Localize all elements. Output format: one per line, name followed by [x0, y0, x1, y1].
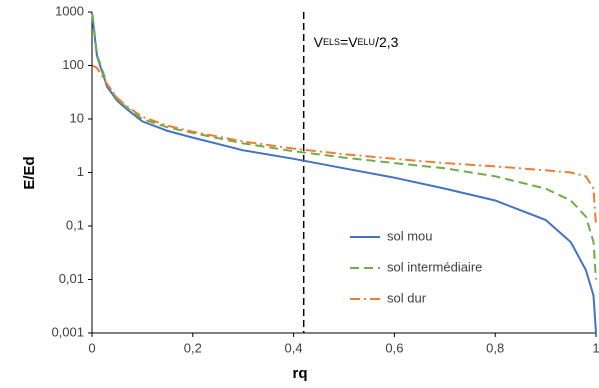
y-tick-label: 0,01 [59, 271, 84, 286]
x-tick-label: 1 [592, 340, 599, 355]
series-line [92, 64, 597, 227]
y-tick-label: 100 [62, 57, 84, 72]
x-axis-label: rq [293, 365, 308, 382]
series-line [91, 17, 597, 334]
annotation-part: ELS [323, 37, 340, 47]
y-tick-label: 10 [70, 110, 84, 125]
y-axis-label: E/Ed [21, 156, 38, 189]
x-tick-label: 0,8 [486, 340, 504, 355]
x-tick-label: 0 [88, 340, 95, 355]
y-tick-label: 1000 [55, 3, 84, 18]
y-tick-label: 0,001 [51, 324, 84, 339]
annotation: VELS=VELU/2,3 [314, 34, 399, 50]
y-tick-label: 1 [77, 164, 84, 179]
x-tick-label: 0,2 [184, 340, 202, 355]
annotation-part: ELU [358, 37, 376, 47]
annotation-part: V [314, 34, 324, 50]
legend-label: sol intermédiaire [387, 259, 482, 274]
legend-label: sol dur [387, 290, 427, 305]
x-tick-label: 0,6 [385, 340, 403, 355]
x-tick-label: 0,4 [285, 340, 303, 355]
annotation-part: /2,3 [375, 34, 399, 50]
series-line [91, 14, 597, 280]
annotation-part: =V [340, 34, 358, 50]
y-tick-label: 0,1 [66, 217, 84, 232]
legend-label: sol mou [387, 228, 433, 243]
